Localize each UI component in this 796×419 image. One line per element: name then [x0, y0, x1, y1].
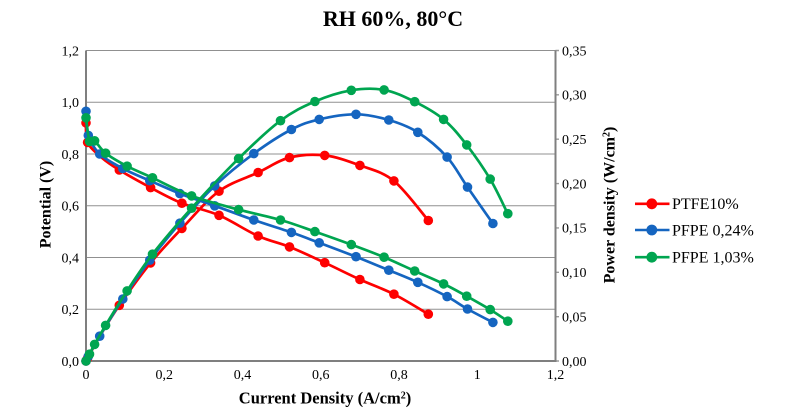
svg-text:0,2: 0,2 — [62, 303, 80, 318]
svg-text:0,6: 0,6 — [62, 200, 80, 215]
svg-text:0,2: 0,2 — [155, 368, 173, 383]
svg-text:Current Density (A/cm2): Current Density (A/cm2) — [239, 389, 411, 408]
svg-text:0,0: 0,0 — [62, 355, 80, 370]
svg-text:0,20: 0,20 — [562, 177, 587, 192]
svg-text:PFPE 1,03%: PFPE 1,03% — [672, 250, 754, 267]
svg-text:PTFE10%: PTFE10% — [672, 196, 739, 213]
svg-text:0,25: 0,25 — [562, 133, 587, 148]
svg-text:RH 60%, 80°C: RH 60%, 80°C — [323, 6, 463, 31]
svg-text:0,10: 0,10 — [562, 266, 587, 281]
svg-text:0,30: 0,30 — [562, 89, 587, 104]
svg-text:1,2: 1,2 — [62, 44, 80, 59]
svg-text:Potential (V): Potential (V) — [38, 161, 55, 249]
svg-text:1: 1 — [474, 368, 481, 383]
svg-text:0,6: 0,6 — [312, 368, 330, 383]
svg-text:1,2: 1,2 — [547, 368, 565, 383]
svg-text:PFPE 0,24%: PFPE 0,24% — [672, 222, 754, 239]
svg-text:0,15: 0,15 — [562, 222, 587, 237]
svg-text:0,35: 0,35 — [562, 44, 587, 59]
svg-text:0,4: 0,4 — [62, 251, 80, 266]
svg-text:0,4: 0,4 — [234, 368, 252, 383]
svg-text:Power density (W/cm2): Power density (W/cm2) — [602, 127, 619, 284]
svg-text:0,00: 0,00 — [562, 355, 587, 370]
svg-text:0,8: 0,8 — [390, 368, 408, 383]
svg-text:1,0: 1,0 — [62, 96, 80, 111]
svg-text:0: 0 — [83, 368, 90, 383]
svg-text:0,05: 0,05 — [562, 310, 587, 325]
svg-text:0,8: 0,8 — [62, 148, 80, 163]
